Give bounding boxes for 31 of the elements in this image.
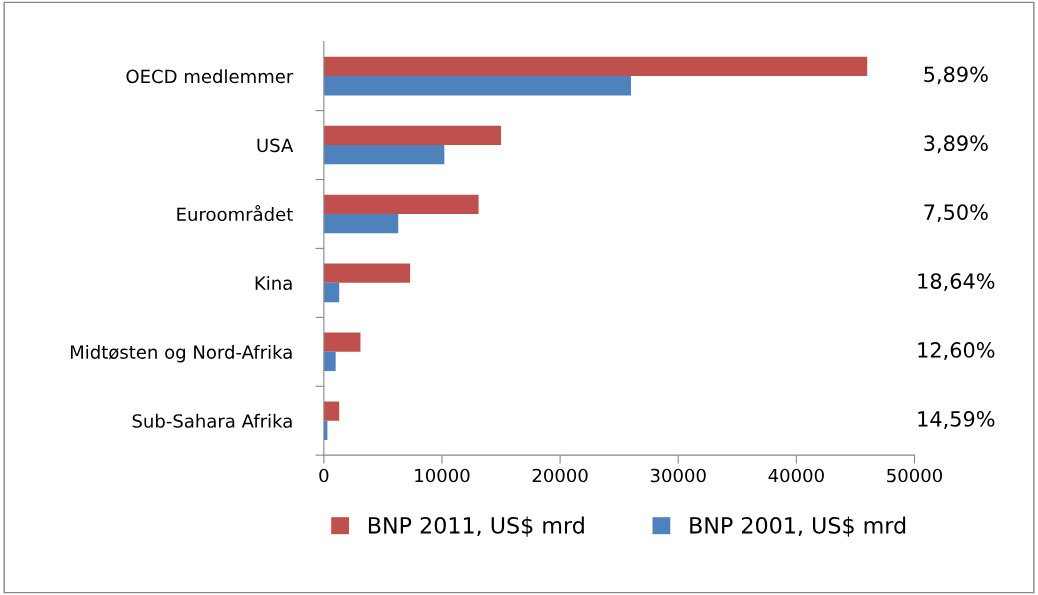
bar: [323, 213, 399, 234]
text: 5,89%: [924, 66, 988, 85]
x-tick-label: 40000: [768, 468, 824, 483]
bar: [323, 263, 411, 283]
x-tick-label: 10000: [415, 468, 470, 483]
bar: [323, 76, 631, 96]
y-tick-label: Midtøsten og Nord-Afrika: [70, 344, 292, 363]
y-tick-label: OECD medlemmer: [126, 69, 294, 84]
bar: [323, 194, 479, 214]
bar: [323, 401, 340, 421]
text: 12,60%: [918, 342, 995, 360]
x-tick-label: 30000: [650, 468, 706, 483]
bar: [323, 332, 361, 352]
x-tick-label: 0: [319, 468, 329, 483]
y-tick-label: Euroområdet: [177, 204, 293, 222]
y-tick-label: Sub-Sahara Afrika: [132, 413, 292, 428]
legend-label: BNP 2011, US$ mrd: [368, 516, 584, 537]
text: 14,59%: [918, 411, 995, 429]
y-tick-label: USA: [257, 138, 294, 153]
bar: [323, 125, 502, 146]
bar: [323, 56, 868, 77]
x-tick-label: 50000: [887, 468, 942, 483]
text: 3,89%: [924, 135, 988, 154]
bar: [323, 351, 336, 372]
text: 7,50%: [924, 204, 988, 223]
y-tick-label: Kina: [255, 276, 292, 290]
bar: [323, 282, 340, 303]
bar: [323, 145, 445, 165]
legend-label: BNP 2001, US$ mrd: [690, 516, 906, 537]
text: 18,64%: [918, 273, 995, 292]
x-tick-label: 20000: [532, 468, 588, 483]
